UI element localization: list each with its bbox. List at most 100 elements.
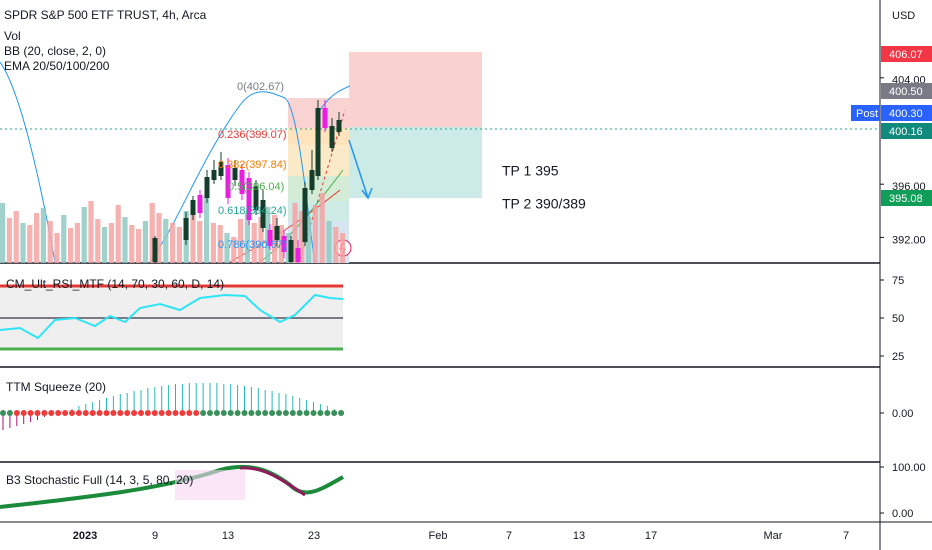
volume-bar: [258, 217, 264, 263]
volume-bar: [163, 219, 169, 263]
squeeze-dot: [41, 410, 48, 416]
volume-bar: [170, 223, 176, 263]
volume-bar: [54, 233, 60, 263]
volume-bar: [74, 223, 80, 263]
volume-bar: [95, 219, 101, 263]
price-badge: [881, 46, 932, 62]
time-label: 9: [152, 530, 158, 542]
volume-bar: [129, 225, 135, 263]
volume-bar: [27, 225, 33, 263]
stop-zone: [349, 52, 482, 127]
squeeze-dot: [69, 410, 75, 416]
squeeze-dot: [317, 410, 324, 416]
candle-body: [295, 248, 301, 262]
time-label: 13: [573, 530, 585, 542]
squeeze-dot: [310, 410, 317, 416]
candle-body: [309, 170, 315, 190]
volume-bar: [278, 225, 284, 263]
candle-body: [267, 230, 273, 246]
squeeze-dot: [117, 410, 124, 416]
volume-bar: [204, 197, 210, 263]
volume-bar: [285, 233, 291, 263]
fib-label: 0.618(394.24): [218, 205, 287, 217]
fib-label: 0(402.67): [237, 81, 284, 93]
squeeze-dot: [75, 410, 82, 416]
volume-bar: [81, 207, 87, 263]
squeeze-dot: [213, 410, 220, 416]
price-badge: [881, 105, 932, 121]
volume-bar: [34, 213, 40, 263]
volume-bar: [326, 221, 332, 263]
candle-body: [336, 120, 342, 132]
price-badge-label: 400.30: [889, 108, 923, 120]
volume-bar: [292, 203, 298, 263]
time-label: 13: [222, 530, 234, 542]
candle-body: [211, 170, 217, 180]
volume-bar: [47, 221, 53, 263]
volume-bar: [210, 223, 216, 263]
arrow: [348, 139, 373, 200]
fib-label: 0.786(390.67): [218, 239, 287, 251]
volume-bar: [122, 217, 128, 263]
candle-body: [190, 200, 196, 215]
candle-body: [218, 162, 224, 176]
squeeze-dot: [234, 410, 241, 416]
squeeze-dot: [255, 410, 262, 416]
volume-bar: [319, 193, 325, 263]
candle-body: [152, 238, 158, 262]
currency: USD: [892, 10, 915, 22]
candle-body: [225, 165, 231, 198]
volume-bar: [68, 228, 74, 263]
squeeze-dot: [110, 410, 117, 416]
panel-tick-label: 100.00: [892, 462, 926, 474]
volume-bar: [238, 219, 244, 263]
candle-body: [288, 240, 294, 262]
squeeze-dot: [220, 410, 227, 416]
time-label: Mar: [764, 530, 783, 542]
volume-bar: [115, 205, 121, 263]
squeeze-dot: [282, 410, 289, 416]
squeeze-dot: [324, 410, 331, 416]
indicator-label: Vol: [4, 29, 21, 43]
squeeze-dot: [338, 410, 345, 416]
volume-bar: [176, 227, 182, 263]
price-badge-label: 400.50: [889, 86, 923, 98]
symbol: SPDR S&P 500 ETF TRUST, 4h, Arca: [4, 8, 207, 22]
volume-bar: [244, 213, 250, 263]
squeeze-dot: [20, 410, 27, 416]
volume-bar: [0, 203, 6, 263]
squeeze-dot: [186, 410, 193, 416]
price-badge: [881, 83, 932, 99]
squeeze-dot: [124, 410, 131, 416]
annotation: TP 1 395: [502, 163, 559, 179]
panel-tick-label: 0.00: [892, 408, 913, 420]
rsi-line: [0, 293, 344, 340]
squeeze-dot: [131, 410, 138, 416]
volume-bar: [299, 211, 305, 263]
bollinger-band: [319, 85, 351, 111]
volume-bar: [102, 227, 108, 263]
panel-tick-label: 0.00: [892, 508, 913, 520]
volume-bar: [142, 221, 148, 263]
time-label: 7: [843, 530, 849, 542]
fib-label: 0.5(396.04): [228, 181, 284, 193]
volume-bar: [61, 215, 67, 263]
annotation: TP 2 390/389: [502, 196, 586, 212]
fib-band: [288, 176, 349, 201]
stoch-line: [0, 464, 344, 509]
time-label: Feb: [429, 530, 448, 542]
panel-tick-label: 75: [892, 275, 904, 287]
price-badge: [881, 190, 932, 206]
panel-title: CM_Ult_RSI_MTF (14, 70, 30, 60, D, 14): [6, 277, 224, 291]
price-badge-label: 406.07: [889, 49, 923, 61]
volume-bar: [13, 211, 19, 263]
stoch-zone: [175, 470, 245, 500]
squeeze-dot: [48, 410, 55, 416]
squeeze-dot: [62, 410, 69, 416]
squeeze-dot: [303, 410, 310, 416]
squeeze-dot: [269, 410, 276, 416]
squeeze-dot: [179, 410, 186, 416]
squeeze-dot: [331, 410, 338, 416]
squeeze-dot: [138, 410, 144, 416]
